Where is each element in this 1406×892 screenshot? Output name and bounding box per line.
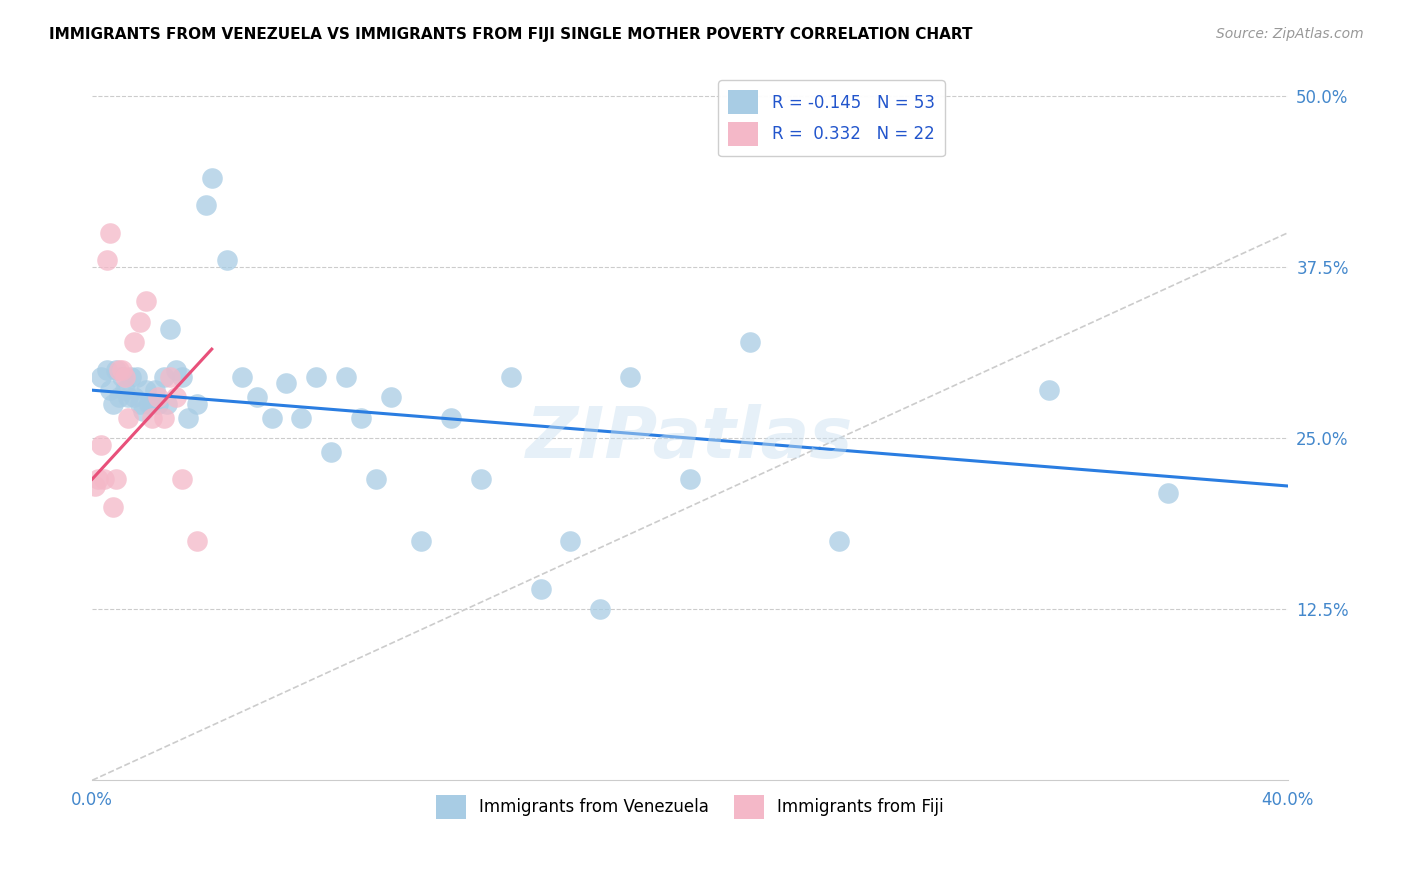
Point — [98, 226, 121, 240]
Point — [156, 397, 179, 411]
Point — [738, 335, 761, 350]
Point — [409, 533, 432, 548]
Point — [111, 362, 134, 376]
Point — [108, 390, 131, 404]
Point — [101, 397, 124, 411]
Point — [186, 533, 208, 548]
Point — [146, 390, 169, 404]
Point — [125, 369, 148, 384]
Point — [90, 438, 112, 452]
Text: Source: ZipAtlas.com: Source: ZipAtlas.com — [1216, 27, 1364, 41]
Point — [120, 369, 142, 384]
Point — [177, 410, 200, 425]
Point — [138, 397, 160, 411]
Point — [143, 383, 166, 397]
Point — [87, 472, 110, 486]
Point — [165, 362, 187, 376]
Point — [619, 369, 641, 384]
Point — [153, 369, 176, 384]
Point — [231, 369, 253, 384]
Point — [165, 390, 187, 404]
Point — [215, 253, 238, 268]
Point — [117, 390, 139, 404]
Point — [105, 472, 128, 486]
Point — [111, 369, 134, 384]
Point — [141, 410, 163, 425]
Point — [350, 410, 373, 425]
Point — [114, 369, 136, 384]
Point — [141, 397, 163, 411]
Point — [440, 410, 463, 425]
Point — [1038, 383, 1060, 397]
Point — [159, 321, 181, 335]
Point — [201, 171, 224, 186]
Point — [129, 315, 152, 329]
Point — [470, 472, 492, 486]
Point — [98, 383, 121, 397]
Point — [153, 410, 176, 425]
Point — [380, 390, 402, 404]
Point — [170, 369, 193, 384]
Point — [117, 410, 139, 425]
Point — [679, 472, 702, 486]
Point — [828, 533, 851, 548]
Point — [108, 362, 131, 376]
Point — [366, 472, 388, 486]
Point — [159, 369, 181, 384]
Point — [132, 403, 155, 417]
Point — [529, 582, 551, 596]
Text: ZIPatlas: ZIPatlas — [526, 404, 853, 473]
Point — [335, 369, 357, 384]
Point — [84, 479, 107, 493]
Legend: Immigrants from Venezuela, Immigrants from Fiji: Immigrants from Venezuela, Immigrants fr… — [429, 789, 950, 825]
Point — [90, 369, 112, 384]
Point — [135, 383, 157, 397]
Point — [96, 362, 118, 376]
Point — [122, 335, 145, 350]
Point — [260, 410, 283, 425]
Point — [560, 533, 582, 548]
Point — [305, 369, 328, 384]
Point — [146, 397, 169, 411]
Point — [245, 390, 267, 404]
Point — [1157, 486, 1180, 500]
Point — [499, 369, 522, 384]
Point — [96, 253, 118, 268]
Point — [129, 397, 152, 411]
Point — [194, 198, 217, 212]
Point — [170, 472, 193, 486]
Point — [589, 602, 612, 616]
Point — [114, 383, 136, 397]
Point — [135, 294, 157, 309]
Point — [101, 500, 124, 514]
Point — [186, 397, 208, 411]
Text: IMMIGRANTS FROM VENEZUELA VS IMMIGRANTS FROM FIJI SINGLE MOTHER POVERTY CORRELAT: IMMIGRANTS FROM VENEZUELA VS IMMIGRANTS … — [49, 27, 973, 42]
Point — [105, 362, 128, 376]
Point — [290, 410, 312, 425]
Point — [276, 376, 298, 391]
Point — [93, 472, 115, 486]
Point — [321, 444, 343, 458]
Point — [122, 390, 145, 404]
